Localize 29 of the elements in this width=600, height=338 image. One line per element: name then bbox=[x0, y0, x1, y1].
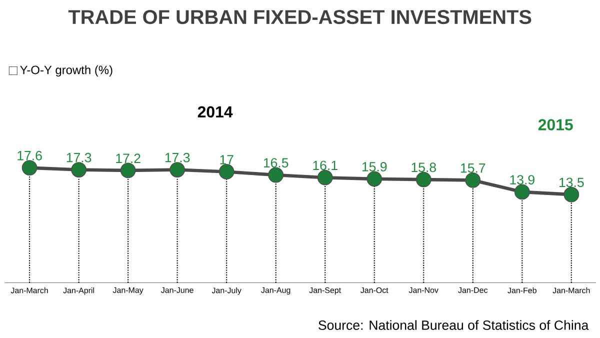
data-label: 17.3 bbox=[165, 152, 190, 162]
chart-title: TRADE OF URBAN FIXED-ASSET INVESTMENTS bbox=[68, 10, 532, 24]
point bbox=[465, 172, 481, 188]
legend-label: Y-O-Y growth (%) bbox=[20, 65, 112, 77]
point bbox=[416, 172, 432, 188]
point bbox=[514, 184, 530, 200]
point bbox=[366, 171, 382, 187]
data-label: 17.6 bbox=[18, 150, 42, 160]
data-label: 13.9 bbox=[510, 175, 534, 185]
data-label: 13.5 bbox=[560, 178, 584, 188]
text: 2015 bbox=[538, 119, 573, 130]
source-note: Source: National Bureau of Statistics of China bbox=[318, 320, 589, 330]
data-label: 16.5 bbox=[264, 158, 288, 168]
point bbox=[71, 162, 87, 178]
data-label: 15.9 bbox=[362, 162, 387, 172]
data-label: 15.8 bbox=[412, 162, 436, 172]
point bbox=[218, 164, 234, 180]
point bbox=[22, 160, 38, 176]
data-label: 17.3 bbox=[66, 152, 92, 162]
point bbox=[317, 170, 333, 186]
point bbox=[564, 186, 580, 202]
data-label: 16.1 bbox=[313, 160, 338, 170]
text: 2014 bbox=[198, 106, 233, 118]
point bbox=[268, 167, 284, 183]
data-label: 17.2 bbox=[116, 154, 140, 163]
point bbox=[120, 162, 136, 178]
data-label: 15.7 bbox=[460, 164, 486, 173]
data-label: 17 bbox=[220, 155, 234, 164]
point bbox=[170, 162, 186, 178]
